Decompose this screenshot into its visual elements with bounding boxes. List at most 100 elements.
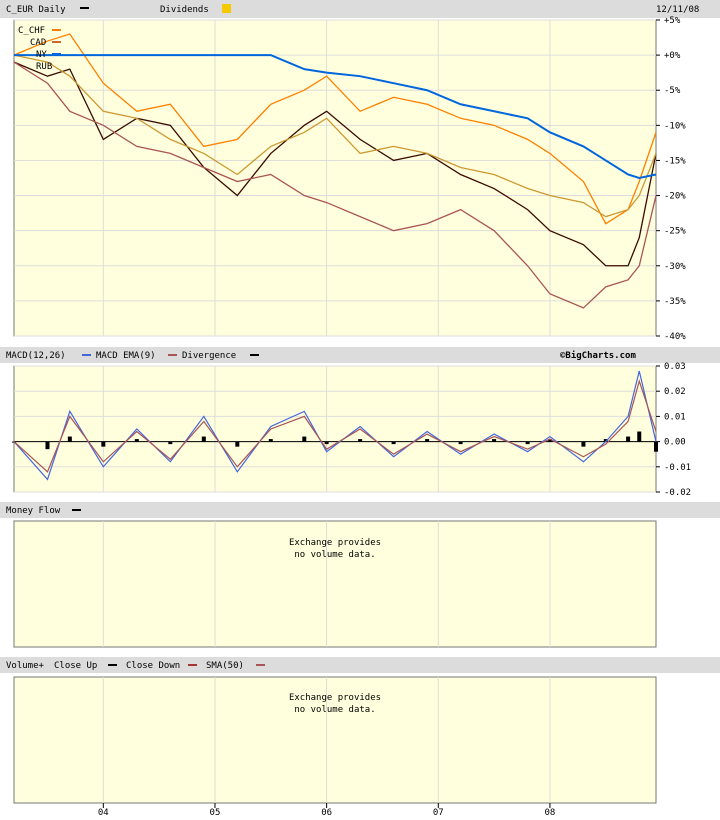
macd-header-bar — [0, 347, 720, 363]
series-line-c_chf — [13, 33, 657, 225]
money-flow-grid — [102, 521, 551, 647]
divergence-bar — [626, 436, 631, 442]
header-date: 12/11/08 — [656, 5, 699, 15]
macd-series — [12, 370, 658, 481]
header-bar — [0, 0, 720, 18]
money-flow-header-bar — [0, 502, 720, 518]
x-tick-label: 08 — [545, 808, 556, 818]
price-grid — [14, 19, 656, 337]
divergence-bar — [67, 436, 72, 442]
x-axis: 04 05 06 07 08 — [98, 803, 555, 818]
divergence-bar — [302, 436, 307, 442]
y-tick-label: -25% — [664, 227, 686, 237]
y-tick-label: -5% — [664, 86, 681, 96]
money-flow-message-line2: no volume data. — [294, 550, 375, 560]
y-tick-label: +5% — [664, 16, 681, 26]
y-tick-label: -15% — [664, 156, 686, 166]
price-y-axis: +5% +0% -5% -10% -15% -20% -25% -30% -35% -40% — [656, 16, 686, 342]
legend-item-jpy: NY — [36, 50, 47, 60]
divergence-bar — [637, 431, 642, 442]
volume-message-line2: no volume data. — [294, 705, 375, 715]
divergence-bar — [458, 441, 463, 445]
sma-swatch — [256, 664, 265, 666]
money-flow-message-line1: Exchange provides — [289, 538, 381, 548]
y-tick-label: +0% — [664, 51, 681, 61]
divergence-bar — [324, 441, 329, 445]
y-tick-label: -0.01 — [664, 463, 691, 473]
divergence-bar — [201, 436, 206, 442]
divergence-bar — [391, 441, 396, 445]
divergence-bar — [603, 439, 608, 442]
y-tick-label: -0.02 — [664, 488, 691, 498]
close-down-swatch — [188, 664, 197, 666]
x-tick-label: 04 — [98, 808, 109, 818]
divergence-bar — [268, 439, 273, 442]
y-tick-label: 0.03 — [664, 362, 686, 372]
macd-panel — [13, 365, 657, 493]
y-tick-label: -40% — [664, 332, 686, 342]
legend-item-rub: RUB — [36, 62, 52, 72]
series-line-c_jpy — [14, 54, 657, 180]
symbol-label: C_EUR Daily — [6, 5, 66, 15]
y-tick-label: 0.02 — [664, 387, 686, 397]
divergence-bar — [134, 439, 139, 442]
close-down-title: Close Down — [126, 661, 180, 671]
series-line-c_rub — [13, 61, 657, 309]
volume-panel — [13, 676, 657, 804]
divergence-bar — [45, 441, 50, 450]
y-tick-label: -30% — [664, 262, 686, 272]
volume-message-line1: Exchange provides — [289, 693, 381, 703]
divergence-bar — [492, 439, 497, 442]
divergence-bar — [235, 441, 240, 447]
legend-item-chf: C_CHF — [18, 26, 45, 36]
divergence-bar — [168, 441, 173, 445]
legend-swatch-chf — [52, 29, 61, 31]
close-up-swatch — [108, 664, 117, 666]
y-tick-label: -10% — [664, 121, 686, 131]
series-line-c_cad — [13, 54, 657, 218]
sma-title: SMA(50) — [206, 661, 244, 671]
money-flow-swatch — [72, 509, 81, 511]
macd-y-axis: 0.03 0.02 0.01 0.00 -0.01 -0.02 — [656, 362, 691, 498]
y-tick-label: 0.00 — [664, 438, 686, 448]
divergence-bar — [101, 441, 106, 447]
x-tick-label: 06 — [321, 808, 332, 818]
legend-swatch-jpy — [52, 53, 61, 55]
volume-grid — [102, 677, 551, 803]
volume-header-bar — [0, 657, 720, 673]
dividends-label: Dividends — [160, 5, 209, 15]
divergence-bar — [525, 441, 530, 445]
symbol-legend-swatch — [80, 7, 89, 9]
macd-title: MACD(12,26) — [6, 351, 66, 361]
divergence-title: Divergence — [182, 351, 236, 361]
close-up-title: Close Up — [54, 661, 97, 671]
money-flow-panel — [13, 520, 657, 648]
price-panel — [13, 19, 657, 337]
divergence-bar — [547, 439, 552, 442]
price-series — [13, 33, 657, 309]
macd-ema-title: MACD EMA(9) — [96, 351, 156, 361]
macd-ema-line — [13, 379, 657, 473]
divergence-bar — [654, 441, 658, 452]
series-line-c_eur — [13, 61, 657, 267]
divergence-bar — [581, 441, 586, 447]
divergence-swatch — [250, 354, 259, 356]
x-tick-label: 07 — [433, 808, 444, 818]
y-tick-label: -35% — [664, 297, 686, 307]
credit-label: ©BigCharts.com — [560, 350, 636, 361]
price-legend: C_CHF CAD NY RUB — [18, 26, 61, 72]
volume-title: Volume+ — [6, 661, 45, 671]
legend-item-cad: CAD — [30, 38, 46, 48]
money-flow-title: Money Flow — [6, 506, 61, 516]
x-tick-label: 05 — [210, 808, 221, 818]
macd-swatch — [82, 354, 91, 356]
y-tick-label: -20% — [664, 192, 686, 202]
macd-grid — [14, 365, 656, 493]
divergence-bar — [358, 439, 363, 442]
divergence-bar — [425, 439, 430, 442]
legend-swatch-cad — [52, 41, 61, 43]
dividends-legend-swatch — [222, 4, 231, 13]
y-tick-label: 0.01 — [664, 412, 686, 422]
ema-swatch — [168, 354, 177, 356]
